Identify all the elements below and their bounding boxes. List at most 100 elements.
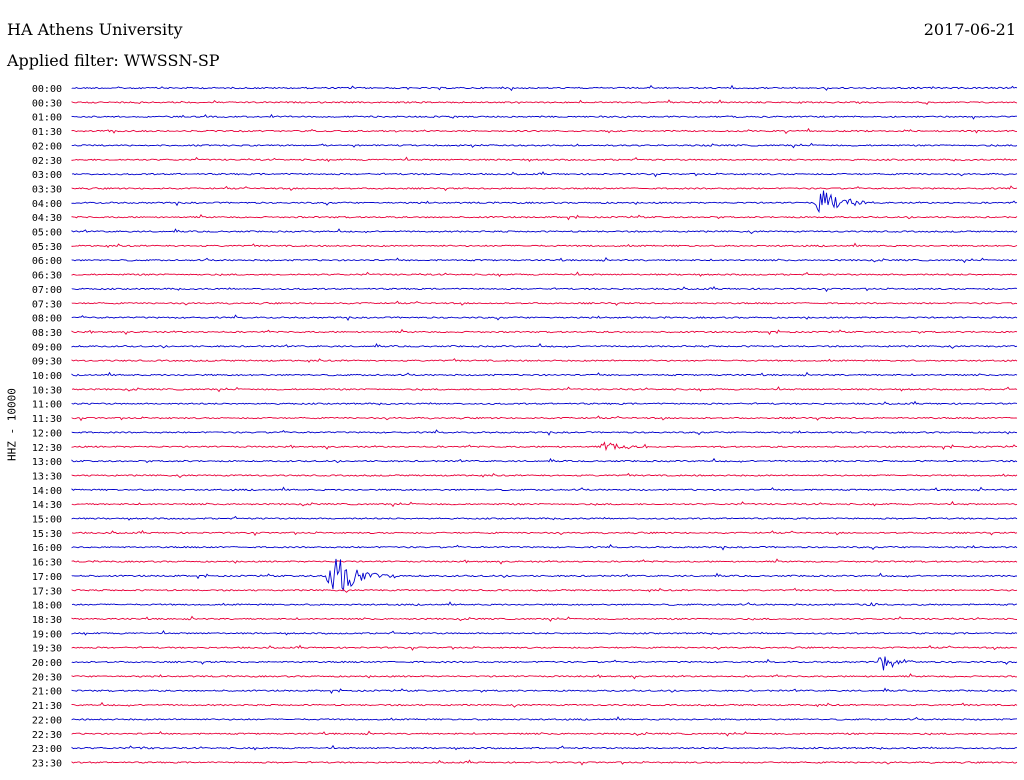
row-time-label: 19:30 xyxy=(32,644,62,655)
row-time-label: 04:30 xyxy=(32,213,62,224)
trace-row xyxy=(71,228,1018,235)
row-time-label: 18:30 xyxy=(32,615,62,626)
trace-row xyxy=(71,343,1018,349)
row-time-label: 03:00 xyxy=(32,170,62,181)
row-time-label: 12:30 xyxy=(32,443,62,454)
trace-row xyxy=(71,744,1017,751)
trace-row xyxy=(71,716,1018,721)
row-time-label: 02:00 xyxy=(32,141,62,152)
row-time-label: 09:30 xyxy=(32,357,62,368)
row-time-label: 06:00 xyxy=(32,256,62,267)
trace-row xyxy=(71,271,1018,277)
trace-row xyxy=(71,84,1018,92)
row-time-label: 19:00 xyxy=(32,629,62,640)
trace-row xyxy=(71,285,1018,293)
row-time-label: 02:30 xyxy=(32,156,62,167)
row-time-label: 15:00 xyxy=(32,515,62,526)
row-time-label: 17:30 xyxy=(32,586,62,597)
row-time-label: 15:30 xyxy=(32,529,62,540)
row-time-label: 20:30 xyxy=(32,672,62,683)
trace-row xyxy=(71,142,1018,149)
row-time-label: 14:00 xyxy=(32,486,62,497)
filter-label: Applied filter: WWSSN-SP xyxy=(7,51,220,70)
trace-row xyxy=(71,601,1018,607)
trace-row xyxy=(71,429,1018,436)
row-time-label: 06:30 xyxy=(32,271,62,282)
row-time-label: 18:00 xyxy=(32,601,62,612)
trace-row xyxy=(71,185,1018,192)
row-time-label: 00:30 xyxy=(32,98,62,109)
date-label: 2017-06-21 xyxy=(923,20,1016,39)
trace-row xyxy=(71,328,1018,336)
trace-row xyxy=(71,687,1018,694)
trace-row xyxy=(71,156,1018,163)
trace-row xyxy=(71,99,1018,105)
trace-row xyxy=(71,673,1018,680)
trace-row xyxy=(71,400,1018,406)
trace-row xyxy=(71,472,1018,479)
trace-row xyxy=(71,190,1018,214)
row-time-label: 21:30 xyxy=(32,701,62,712)
trace-row xyxy=(71,656,1018,671)
trace-row xyxy=(71,358,1018,363)
trace-row xyxy=(71,441,1018,452)
trace-row xyxy=(71,213,1018,221)
row-time-label: 09:00 xyxy=(32,342,62,353)
trace-row xyxy=(71,615,1018,622)
row-time-label: 08:30 xyxy=(32,328,62,339)
row-time-label: 01:30 xyxy=(32,127,62,138)
trace-row xyxy=(71,300,1018,306)
row-time-label: 13:00 xyxy=(32,457,62,468)
trace-row xyxy=(71,644,1017,651)
trace-row xyxy=(71,127,1017,135)
trace-row xyxy=(71,558,1017,592)
trace-row xyxy=(71,587,1018,593)
row-time-label: 08:00 xyxy=(32,314,62,325)
row-time-label: 10:00 xyxy=(32,371,62,382)
row-time-label: 23:30 xyxy=(32,758,62,769)
row-time-label: 07:00 xyxy=(32,285,62,296)
trace-row xyxy=(71,500,1018,508)
trace-row xyxy=(71,543,1018,551)
row-time-label: 17:00 xyxy=(32,572,62,583)
row-time-label: 07:30 xyxy=(32,299,62,310)
trace-row xyxy=(71,314,1018,322)
row-time-label: 16:30 xyxy=(32,558,62,569)
station-title: HA Athens University xyxy=(7,20,183,39)
row-time-label: 14:30 xyxy=(32,500,62,511)
row-time-label: 11:30 xyxy=(32,414,62,425)
trace-row xyxy=(71,457,1018,464)
trace-row xyxy=(71,171,1018,178)
trace-row xyxy=(71,529,1018,537)
row-time-label: 22:30 xyxy=(32,730,62,741)
trace-row xyxy=(71,630,1018,636)
trace-row xyxy=(71,701,1018,708)
row-time-label: 11:00 xyxy=(32,400,62,411)
trace-row xyxy=(71,486,1017,492)
trace-row xyxy=(71,256,1017,264)
row-time-label: 20:00 xyxy=(32,658,62,669)
row-time-label: 01:00 xyxy=(32,113,62,124)
trace-row xyxy=(71,113,1017,120)
row-time-label: 16:00 xyxy=(32,543,62,554)
trace-row xyxy=(71,415,1018,422)
trace-row xyxy=(71,386,1018,393)
row-time-label: 05:30 xyxy=(32,242,62,253)
row-time-label: 10:30 xyxy=(32,385,62,396)
row-time-label: 22:00 xyxy=(32,715,62,726)
row-time-label: 03:30 xyxy=(32,184,62,195)
trace-row xyxy=(71,730,1018,737)
trace-row xyxy=(71,759,1018,766)
row-time-label: 12:00 xyxy=(32,428,62,439)
row-time-label: 04:00 xyxy=(32,199,62,210)
row-time-label: 05:00 xyxy=(32,228,62,239)
row-time-label: 00:00 xyxy=(32,84,62,95)
trace-row xyxy=(71,371,1018,377)
row-time-label: 21:00 xyxy=(32,687,62,698)
trace-row xyxy=(71,558,1018,565)
trace-row xyxy=(71,515,1018,521)
row-time-label: 13:30 xyxy=(32,471,62,482)
row-time-label: 23:00 xyxy=(32,744,62,755)
trace-row xyxy=(71,242,1018,249)
